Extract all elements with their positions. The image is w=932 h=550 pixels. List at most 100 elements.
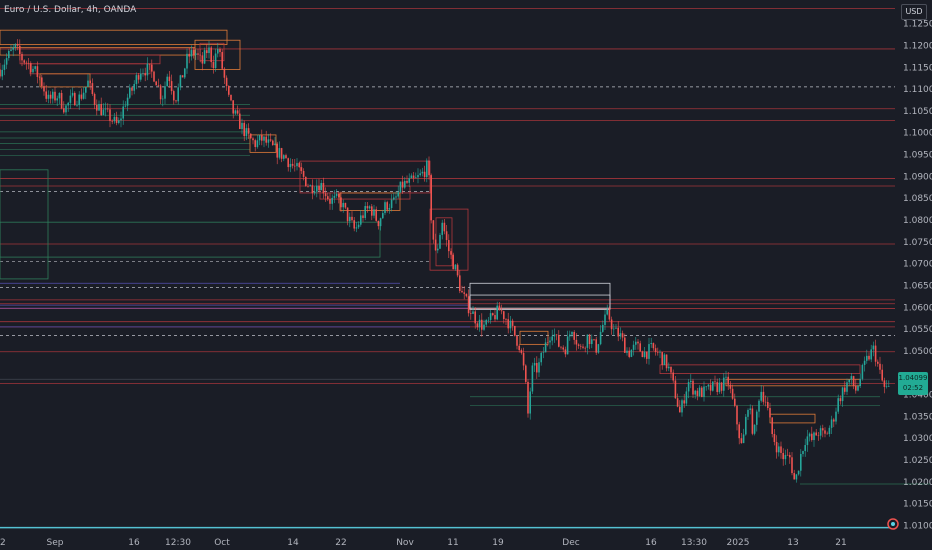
candle-body: [470, 313, 472, 314]
candle-body: [736, 405, 738, 425]
candle-body: [346, 207, 349, 222]
candle-body: [142, 73, 144, 74]
zone-box: [659, 364, 861, 375]
candle-body: [166, 76, 168, 87]
candle-body: [357, 224, 360, 228]
candle-body: [826, 433, 828, 435]
candle-body: [148, 63, 151, 65]
candle-body: [494, 315, 496, 320]
candle-body: [441, 222, 443, 235]
candle-body: [439, 234, 441, 249]
candle-body: [349, 216, 351, 222]
candle-body: [628, 350, 630, 357]
candle-body: [646, 351, 648, 359]
candle-body: [129, 87, 131, 98]
candle-body: [771, 417, 773, 435]
candle-body: [173, 91, 175, 101]
price-tick-label: 1.12000: [903, 41, 932, 51]
candle-body: [60, 92, 63, 109]
candle-body: [670, 366, 672, 373]
candle-body: [137, 75, 140, 80]
candle-body: [366, 206, 369, 209]
candle-body: [100, 103, 102, 116]
candle-body: [78, 94, 80, 106]
candle-body: [38, 76, 41, 78]
candle-body: [85, 86, 87, 93]
candle-body: [654, 348, 657, 353]
candle-body: [307, 186, 309, 187]
candle-body: [133, 84, 135, 91]
candle-body: [104, 108, 107, 110]
candle-body: [36, 66, 39, 77]
candle-body: [316, 185, 318, 192]
candle-body: [333, 195, 336, 198]
candle-body: [126, 97, 129, 106]
price-tick-label: 1.04000: [903, 391, 932, 401]
zone-box: [725, 378, 861, 387]
candle-body: [740, 438, 743, 444]
candle-body: [571, 331, 573, 335]
time-axis[interactable]: 2 Sep 16 12:30 Oct 14 22 Nov 11 19 Dec 16 13:30 2025 1…: [0, 538, 847, 548]
price-tick-label: 1.07500: [903, 238, 932, 248]
candle-body: [881, 369, 883, 381]
time-tick-label: 14: [287, 538, 299, 548]
candle-body: [811, 433, 813, 441]
candle-body: [96, 104, 98, 111]
candle-body: [362, 215, 364, 218]
candle-body: [265, 136, 267, 143]
candle-body: [175, 100, 177, 102]
price-tick-label: 1.07000: [903, 260, 932, 270]
candle-body: [705, 386, 707, 388]
candle-body: [476, 323, 479, 328]
candle-body: [522, 352, 525, 366]
candle-body: [769, 407, 771, 418]
candle-body: [71, 92, 74, 96]
candle-body: [685, 391, 688, 404]
time-tick-label: 22: [335, 538, 346, 548]
candle-body: [23, 60, 25, 63]
candle-body: [696, 390, 699, 396]
candle-body: [784, 454, 787, 460]
candle-body: [782, 452, 784, 460]
candle-body: [445, 231, 448, 241]
price-tick-label: 1.02000: [903, 478, 932, 488]
candle-body: [384, 202, 386, 214]
candle-body: [190, 50, 193, 57]
candle-body: [874, 345, 877, 362]
candle-body: [274, 143, 276, 146]
candle-body: [582, 346, 584, 348]
candle-body: [846, 382, 848, 392]
candle-body: [144, 73, 146, 76]
candle-body: [245, 128, 248, 137]
time-tick-label: 16: [645, 538, 657, 548]
price-axis[interactable]: 1.12500 1.12000 1.11500 1.11000 1.10500 1.100…: [903, 20, 932, 532]
candle-body: [269, 139, 272, 141]
candle-body: [287, 158, 289, 168]
candle-body: [630, 349, 633, 357]
candle-body: [483, 324, 485, 330]
candle-body: [318, 185, 320, 191]
candle-body: [547, 342, 549, 343]
candle-body: [461, 290, 463, 293]
time-tick-label: 13:30: [681, 538, 707, 548]
zone-box: [0, 221, 381, 258]
candle-body: [564, 349, 567, 355]
candle-body: [868, 355, 870, 360]
price-tick-label: 1.08500: [903, 194, 932, 204]
candle-body: [665, 354, 668, 369]
candle-body: [786, 454, 789, 456]
candle-body: [432, 220, 435, 240]
price-tick-label: 1.10500: [903, 107, 932, 117]
candle-body: [437, 248, 439, 251]
candle-body: [663, 354, 666, 366]
candle-body: [399, 181, 402, 193]
candle-body: [844, 387, 846, 392]
candle-body: [111, 120, 113, 122]
currency-badge[interactable]: USD: [901, 4, 927, 20]
candle-body: [12, 47, 14, 50]
candle-body: [74, 92, 76, 106]
candle-body: [113, 116, 116, 122]
candle-body: [465, 293, 468, 297]
candle-body: [606, 309, 608, 315]
